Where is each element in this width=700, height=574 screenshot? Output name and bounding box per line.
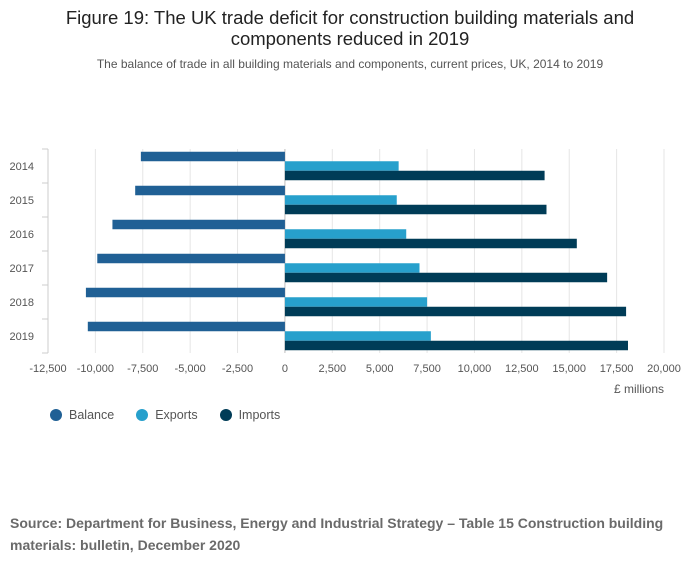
- bar-balance-2015: [135, 185, 285, 196]
- x-tick-label: -10,000: [77, 363, 114, 375]
- bar-imports-2018: [284, 306, 627, 317]
- bar-exports-2017: [284, 263, 420, 273]
- bar-exports-2015: [284, 195, 397, 205]
- legend-swatch-imports: [219, 409, 232, 421]
- legend-item-imports[interactable]: Imports: [219, 408, 281, 422]
- bars: [85, 151, 628, 351]
- bar-exports-2014: [284, 161, 399, 171]
- y-tick-label: 2015: [10, 195, 34, 207]
- x-tick-label: -12,500: [29, 363, 66, 375]
- y-tick-label: 2017: [10, 263, 34, 275]
- bar-balance-2018: [85, 287, 285, 298]
- bar-imports-2015: [284, 204, 547, 215]
- bar-chart: -12,500 -10,000 -7,500 -5,000 -2,500 0 2,500 5,…: [10, 148, 681, 396]
- bar-balance-2014: [140, 151, 285, 162]
- y-tick-label: 2019: [10, 331, 34, 343]
- source-note: Source: Department for Business, Energy …: [10, 515, 664, 553]
- legend-label-imports: Imports: [238, 408, 281, 422]
- x-tick-label: 2,500: [319, 363, 347, 375]
- legend-label-balance: Balance: [69, 408, 115, 422]
- legend: Balance Exports Imports: [50, 408, 280, 422]
- bar-exports-2018: [284, 297, 428, 307]
- bar-imports-2016: [284, 238, 577, 249]
- x-tick-label: 17,500: [600, 363, 634, 375]
- y-tick-label: 2018: [10, 297, 34, 309]
- chart-title: Figure 19: The UK trade deficit for cons…: [65, 7, 635, 49]
- bar-imports-2017: [284, 272, 608, 283]
- bar-exports-2016: [284, 229, 407, 239]
- bar-imports-2019: [284, 340, 628, 351]
- x-tick-label: -7,500: [127, 363, 158, 375]
- bar-balance-2017: [97, 253, 285, 264]
- bar-imports-2014: [284, 170, 545, 181]
- legend-label-exports: Exports: [155, 408, 198, 422]
- y-tick-label: 2014: [10, 161, 34, 173]
- legend-swatch-balance: [50, 409, 62, 421]
- legend-item-balance[interactable]: Balance: [50, 408, 114, 422]
- y-tick-label: 2016: [10, 229, 34, 241]
- x-axis-label: £ millions: [614, 382, 664, 396]
- x-tick-label: 7,500: [413, 363, 441, 375]
- bar-exports-2019: [284, 331, 431, 341]
- chart-subtitle: The balance of trade in all building mat…: [96, 57, 604, 71]
- x-tick-label: 12,500: [505, 363, 539, 375]
- legend-item-exports[interactable]: Exports: [136, 408, 198, 422]
- axes: -12,500 -10,000 -7,500 -5,000 -2,500 0 2,500 5,…: [10, 148, 681, 375]
- x-tick-label: 5,000: [366, 363, 394, 375]
- x-tick-label: -2,500: [222, 363, 253, 375]
- x-tick-label: 20,000: [647, 363, 681, 375]
- x-tick-label: 15,000: [552, 363, 586, 375]
- x-tick-label: 0: [282, 363, 288, 375]
- x-tick-label: -5,000: [175, 363, 206, 375]
- bar-balance-2016: [112, 219, 285, 230]
- legend-swatch-exports: [136, 409, 149, 421]
- x-tick-label: 10,000: [458, 363, 492, 375]
- bar-balance-2019: [87, 321, 285, 332]
